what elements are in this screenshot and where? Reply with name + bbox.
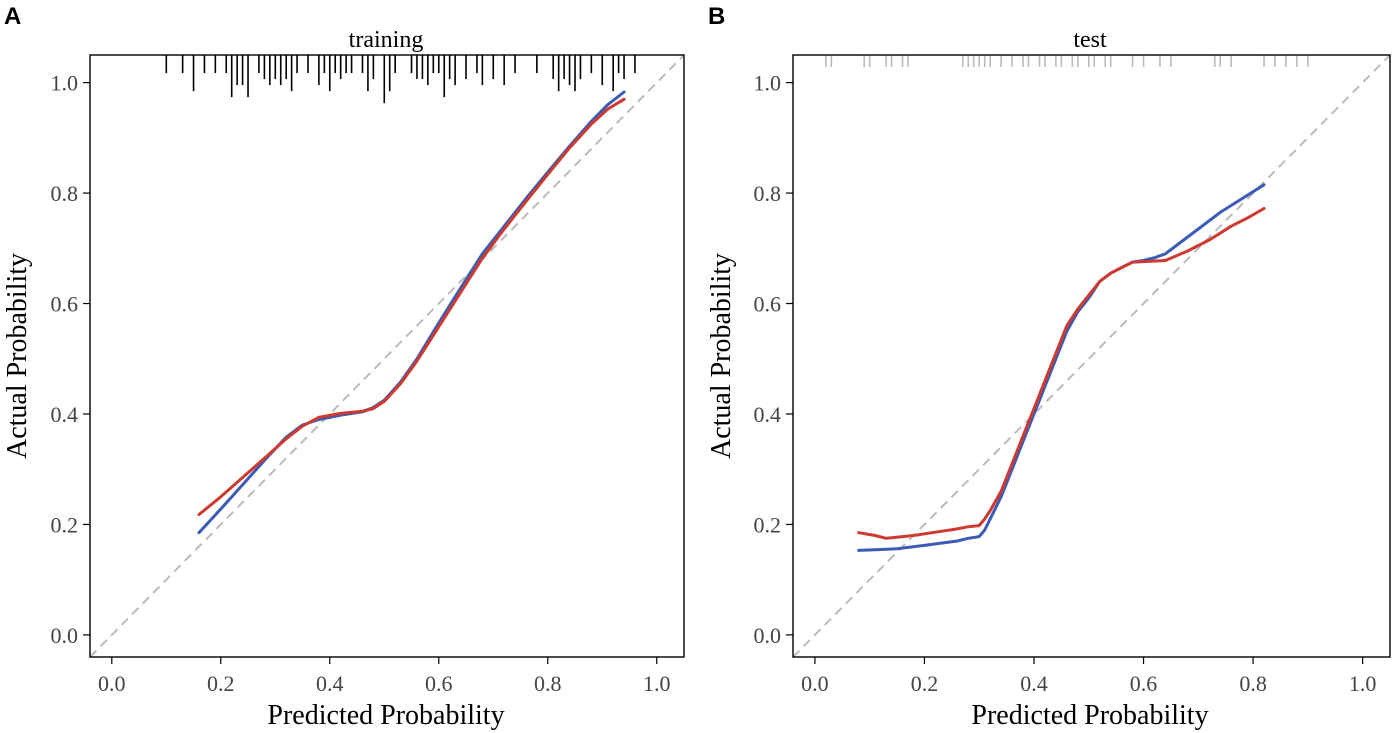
y-tick-label: 0.6 (754, 292, 782, 317)
y-tick-label: 0.0 (51, 623, 79, 648)
red-curve-line (197, 97, 626, 516)
reference-diagonal-line (792, 54, 1391, 658)
y-tick-label: 0.8 (754, 181, 782, 206)
y-tick-label: 0.4 (754, 402, 782, 427)
reference-diagonal-line (89, 54, 685, 658)
rug-ticks (165, 55, 636, 104)
x-tick-label: 0.0 (98, 671, 126, 696)
plot-area-b: 0.0 0.2 0.4 0.6 0.8 1.0 0.0 0.2 0.4 0.6 0.8 1.0 (754, 54, 1391, 696)
panel-letter-a: A (4, 3, 21, 30)
plot-area-a: 0.0 0.2 0.4 0.6 0.8 1.0 0.0 0.2 0.4 0.6 0.8 1.0 (51, 54, 685, 696)
y-tick-label: 0.2 (51, 512, 79, 537)
y-tick-label: 0.6 (51, 292, 79, 317)
x-tick-label: 0.4 (1020, 671, 1048, 696)
x-axis-label-b: Predicted Probability (971, 700, 1208, 731)
rug-ticks (825, 55, 1309, 68)
y-tick-label: 1.0 (51, 71, 79, 96)
y-axis-label-a: Actual Probability (2, 253, 33, 459)
red-curve-line (857, 207, 1266, 540)
blue-curve-line (857, 183, 1266, 552)
y-tick-label: 0.2 (754, 512, 782, 537)
x-tick-label: 0.8 (1239, 671, 1267, 696)
plot-frame (89, 54, 685, 658)
y-tick-label: 0.4 (51, 402, 79, 427)
plot-frame (792, 54, 1391, 658)
x-tick-label: 0.2 (911, 671, 939, 696)
x-tick-label: 0.6 (425, 671, 453, 696)
x-tick-label: 1.0 (1349, 671, 1377, 696)
y-tick-label: 0.0 (754, 623, 782, 648)
y-axis-label-b: Actual Probability (706, 253, 737, 459)
chart-title-test: test (1073, 27, 1107, 53)
chart-title-training: training (349, 27, 424, 53)
x-axis-label-a: Predicted Probability (267, 700, 504, 731)
panel-a-training: A training 0.0 0.2 0.4 0.6 0.8 1.00.00.20.40.… (2, 3, 685, 731)
x-tick-label: 0.2 (207, 671, 235, 696)
panel-b-test: B test 0.0 0.2 0.4 0.6 0.8 1.0 0.0 0.2 0.4 0.6 0.8… (706, 3, 1391, 731)
x-tick-label: 0.4 (316, 671, 344, 696)
x-tick-label: 0.8 (534, 671, 562, 696)
x-tick-label: 0.0 (801, 671, 829, 696)
x-tick-label: 0.6 (1130, 671, 1158, 696)
y-tick-label: 1.0 (754, 71, 782, 96)
panel-letter-b: B (708, 3, 725, 30)
y-tick-label: 0.8 (51, 181, 79, 206)
x-tick-label: 1.0 (643, 671, 671, 696)
